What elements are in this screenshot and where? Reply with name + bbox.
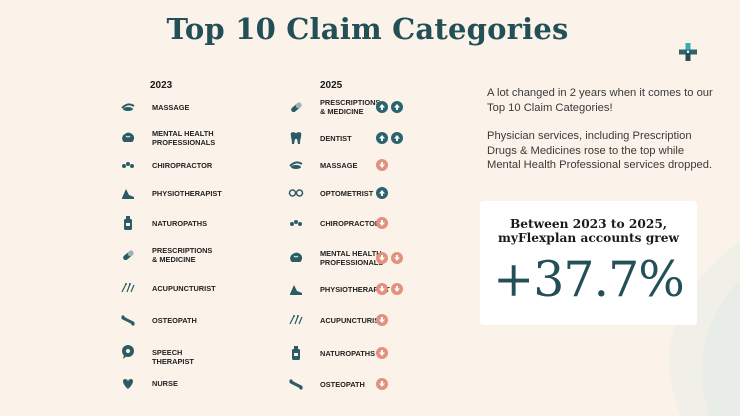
pill-icon [291,102,302,113]
category-label: OPTOMETRIST [320,189,374,198]
arrow-up-icon [376,101,388,113]
massage-icon [121,103,135,111]
year-2025-heading: 2025 [320,80,343,91]
bottle-icon [292,346,300,360]
trend-arrows [376,314,388,326]
stat-value: +37.7% [493,251,685,308]
arrow-up-icon [376,132,388,144]
arrow-up-icon [391,132,403,144]
page-title: Top 10 Claim Categories [166,12,569,46]
heart-hand-icon [123,379,133,389]
year-2023-heading: 2023 [150,80,173,91]
arrow-down-icon [391,252,403,264]
description-paragraph-1: A lot changed in 2 years when it comes t… [487,87,713,114]
arrow-down-icon [376,314,388,326]
category-label: MASSAGE [152,103,190,112]
category-label: NATUROPATHS [152,219,208,228]
needles-icon [121,283,135,293]
bottle-icon [124,216,132,230]
decorative-wave [669,240,740,416]
physio-icon [290,285,302,295]
needles-icon [289,315,303,325]
physio-icon [122,189,134,199]
category-label: PHYSIOTHERAPIST [320,285,390,294]
arrow-up-icon [376,187,388,199]
category-label: MASSAGE [320,161,358,170]
arrow-down-icon [376,283,388,295]
pill-icon [123,250,134,261]
arrow-down-icon [391,283,403,295]
trend-arrows [376,217,388,229]
trend-arrows [376,252,403,264]
stat-line-1: Between 2023 to 2025, [509,217,668,231]
spine-icon [122,162,134,168]
trend-arrows [376,283,403,295]
plus-logo-icon [679,43,697,61]
arrow-down-icon [376,252,388,264]
category-label: PHYSIOTHERAPIST [152,189,222,198]
category-label: MENTAL HEALTH PROFESSIONALS [152,129,216,147]
stat-line-2: myFlexplan accounts grew [498,231,679,245]
bones-icon [289,379,303,390]
category-label: NATUROPATHS [320,349,376,358]
category-label: PRESCRIPTIONS & MEDICINE [320,98,381,116]
category-label: CHIROPRACTOR [152,161,213,170]
trend-arrows [376,101,403,113]
brain-icon [290,252,303,262]
category-label: SPEECH THERAPIST [152,348,194,366]
trend-arrows [376,378,388,390]
stat-card: Between 2023 to 2025, myFlexplan account… [480,201,697,325]
trend-arrows [376,132,403,144]
arrow-down-icon [376,217,388,229]
description: A lot changed in 2 years when it comes t… [487,86,717,187]
massage-icon [289,161,303,169]
bones-icon [121,315,135,326]
category-label: DENTIST [320,134,352,143]
category-label: ACUPUNCTURIST [152,284,216,293]
brain-icon [122,132,135,142]
arrow-up-icon [391,101,403,113]
trend-arrows [376,347,388,359]
arrow-down-icon [376,378,388,390]
trend-arrows [376,187,388,199]
description-paragraph-2: Physician services, including Prescripti… [487,130,713,171]
glasses-icon [288,189,304,197]
category-label: PRESCRIPTIONS & MEDICINE [152,246,213,264]
spine-icon [290,220,302,226]
category-label: NURSE [152,379,178,388]
category-label: OSTEOPATH [320,380,365,389]
category-label: MENTAL HEALTH PROFESSIONALS [320,249,384,267]
category-label: ACUPUNCTURIST [320,316,384,325]
trend-arrows [376,159,388,171]
speech-bubble-icon [122,345,134,359]
arrow-down-icon [376,159,388,171]
category-label: CHIROPRACTOR [320,219,381,228]
tooth-icon [290,132,302,144]
arrow-down-icon [376,347,388,359]
category-label: OSTEOPATH [152,316,197,325]
